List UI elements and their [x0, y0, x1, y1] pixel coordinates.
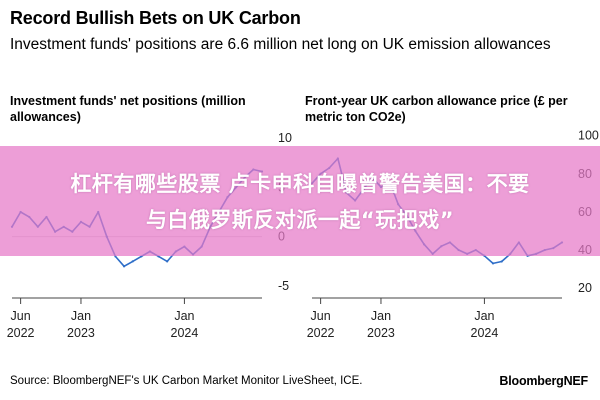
source-note: Source: BloombergNEF's UK Carbon Market …	[10, 375, 363, 387]
data-point	[131, 260, 134, 263]
x-tick-label: Jan	[371, 309, 391, 323]
x-tick-label: Jan	[71, 309, 91, 323]
banner-line-2: 与白俄罗斯反对派一起“玩把戏”	[145, 208, 455, 232]
x-tick-year-label: 2024	[471, 326, 499, 340]
left-panel-title: Investment funds' net positions (million…	[10, 94, 246, 124]
data-point	[491, 262, 495, 265]
x-tick-year-label: 2022	[307, 326, 335, 340]
data-point	[122, 265, 126, 268]
x-tick-year-label: 2022	[7, 326, 35, 340]
chart-subtitle: Investment funds' positions are 6.6 mill…	[10, 36, 551, 53]
data-point	[166, 260, 169, 263]
x-tick-label: Jun	[11, 309, 31, 323]
banner-line-1: 杠杆有哪些股票 卢卡申科自曝曾警告美国：不要	[70, 172, 530, 196]
y-tick-label: 100	[578, 129, 599, 143]
brand-logo: BloombergNEF	[499, 374, 588, 388]
x-tick-year-label: 2023	[67, 326, 95, 340]
x-tick-label: Jun	[311, 309, 331, 323]
y-tick-label: -5	[278, 279, 289, 293]
chart-title: Record Bullish Bets on UK Carbon	[10, 8, 301, 28]
y-tick-label: 10	[278, 131, 292, 145]
x-tick-year-label: 2023	[367, 326, 395, 340]
x-tick-year-label: 2024	[171, 326, 199, 340]
overlay-banner: 杠杆有哪些股票 卢卡申科自曝曾警告美国：不要 与白俄罗斯反对派一起“玩把戏”	[0, 146, 600, 256]
x-tick-label: Jan	[474, 309, 494, 323]
y-tick-label: 20	[578, 281, 592, 295]
right-panel-title: Front-year UK carbon allowance price (£ …	[305, 94, 568, 124]
data-point	[500, 260, 503, 263]
x-tick-label: Jan	[174, 309, 194, 323]
